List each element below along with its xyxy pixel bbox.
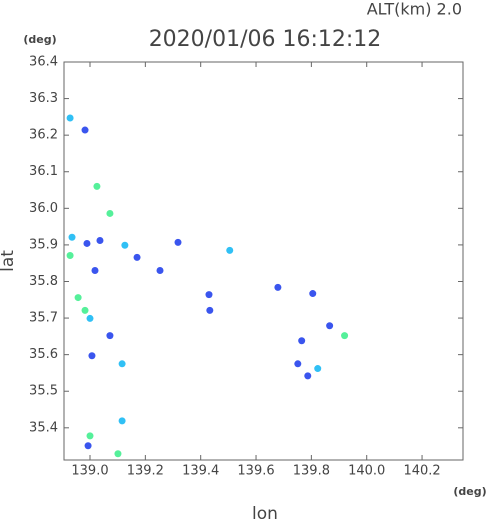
chart-subtitle: ALT(km) 2.0 (367, 0, 462, 19)
echo-point (294, 360, 302, 368)
x-tick-label: 139.0 (71, 464, 108, 479)
y-tick-label: 35.5 (29, 384, 58, 399)
echo-point (106, 332, 114, 340)
echo-point (83, 239, 91, 247)
echo-point (86, 432, 94, 440)
x-tick-label: 139.4 (182, 464, 219, 479)
y-tick-label: 36.4 (29, 55, 58, 70)
y-tick-label: 36.1 (29, 164, 58, 179)
echo-point (298, 337, 306, 345)
echo-point (226, 246, 234, 254)
echo-point (96, 237, 104, 245)
echo-point (274, 283, 282, 291)
y-tick-label: 35.7 (29, 311, 58, 326)
x-unit: (deg) (453, 485, 486, 498)
echo-point (121, 241, 129, 249)
echo-point (205, 291, 213, 299)
plot-frame (63, 61, 464, 461)
echo-point (91, 267, 99, 275)
echo-point (304, 372, 312, 380)
echo-point (174, 238, 182, 246)
echo-point (309, 290, 317, 298)
echo-point (68, 233, 76, 241)
y-axis-label: lat (0, 250, 18, 272)
echo-point (81, 126, 89, 134)
y-tick-label: 35.4 (29, 420, 58, 435)
x-tick-label: 139.8 (293, 464, 330, 479)
y-tick-label: 35.6 (29, 347, 58, 362)
y-tick-label: 35.8 (29, 274, 58, 289)
x-tick-label: 139.2 (127, 464, 164, 479)
y-tick-label: 36.2 (29, 128, 58, 143)
chart-title: 2020/01/06 16:12:12 (149, 27, 382, 52)
echo-point (118, 417, 126, 425)
echo-point (206, 306, 214, 314)
echo-point (81, 306, 89, 314)
echo-point (66, 252, 74, 260)
echo-point (156, 267, 164, 275)
echo-point (314, 365, 322, 373)
echo-point (114, 450, 122, 458)
echo-point (84, 442, 92, 450)
echo-point (118, 360, 126, 368)
echo-point (86, 314, 94, 322)
x-tick-label: 140.0 (348, 464, 385, 479)
x-axis-label: lon (252, 504, 278, 521)
echo-point (88, 352, 96, 360)
x-tick-label: 139.6 (237, 464, 274, 479)
echo-point (74, 294, 82, 302)
x-tick-label: 140.2 (403, 464, 440, 479)
echo-point (341, 332, 349, 340)
y-tick-label: 36.3 (29, 91, 58, 106)
echo-point (93, 182, 101, 190)
echo-point (326, 322, 334, 330)
echo-point (66, 114, 74, 122)
y-tick-label: 35.9 (29, 237, 58, 252)
echo-point (106, 209, 114, 217)
echo-point (133, 253, 141, 261)
y-tick-label: 36.0 (29, 201, 58, 216)
y-unit: (deg) (23, 33, 56, 46)
